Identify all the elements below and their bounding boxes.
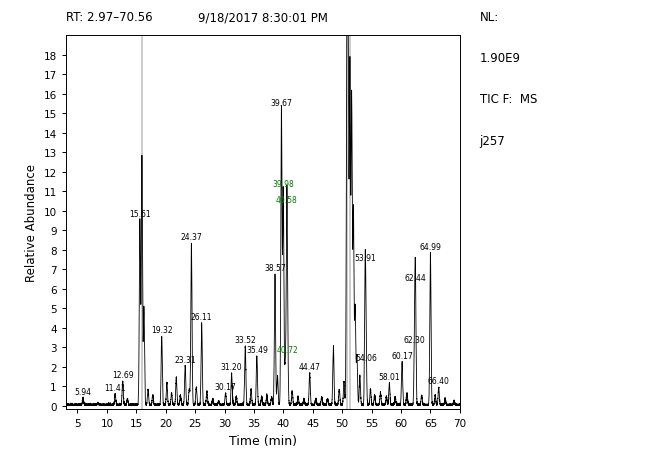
Text: NL:: NL: [480, 11, 499, 25]
Text: 38.57: 38.57 [264, 263, 286, 273]
Text: 26.11: 26.11 [191, 312, 212, 321]
Text: TIC F:  MS: TIC F: MS [480, 93, 537, 106]
Text: 11.41: 11.41 [104, 383, 126, 392]
Text: 33.52: 33.52 [235, 335, 256, 344]
Text: 12.69: 12.69 [112, 370, 133, 379]
Y-axis label: Relative Abundance: Relative Abundance [25, 164, 38, 282]
Text: 39.67: 39.67 [271, 98, 292, 107]
Text: 1.90E9: 1.90E9 [480, 52, 520, 66]
Text: 60.17: 60.17 [391, 351, 413, 360]
Text: 31.20: 31.20 [221, 363, 242, 372]
Text: 39.98: 39.98 [273, 180, 294, 189]
Text: 64.99: 64.99 [419, 242, 442, 251]
Text: 62.44: 62.44 [405, 273, 426, 282]
Text: 58.01: 58.01 [378, 372, 400, 381]
Text: 53.91: 53.91 [354, 254, 376, 263]
Text: j257: j257 [480, 134, 505, 147]
Text: 40.72: 40.72 [277, 345, 298, 354]
Text: 54.06: 54.06 [355, 353, 377, 362]
X-axis label: Time (min): Time (min) [229, 434, 297, 447]
Text: 44.47: 44.47 [299, 363, 321, 372]
Text: 40.58: 40.58 [276, 196, 298, 204]
Text: 66.40: 66.40 [428, 376, 449, 385]
Text: 62.30: 62.30 [403, 335, 426, 344]
Text: 19.32: 19.32 [151, 326, 173, 335]
Text: RT: 2.97–70.56: RT: 2.97–70.56 [66, 11, 152, 25]
Text: 9/18/2017 8:30:01 PM: 9/18/2017 8:30:01 PM [198, 11, 328, 25]
Text: 5.94: 5.94 [74, 387, 91, 396]
Text: 23.31: 23.31 [174, 355, 196, 364]
Text: 35.49: 35.49 [246, 345, 268, 354]
Text: 24.37: 24.37 [181, 233, 202, 242]
Text: 15.61: 15.61 [129, 209, 150, 218]
Text: 30.17: 30.17 [215, 382, 237, 391]
